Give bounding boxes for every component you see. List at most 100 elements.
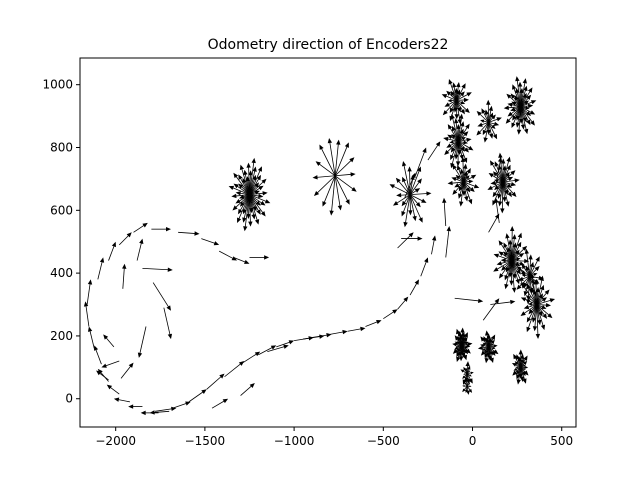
quiver-arrow	[442, 100, 457, 116]
quiver-arrow	[505, 106, 521, 124]
quiver-arrow	[334, 175, 357, 192]
quiver-arrow	[409, 178, 422, 195]
quiver-arrow	[451, 177, 464, 183]
quiver-arrow	[137, 326, 147, 358]
quiver-arrow	[447, 98, 457, 103]
quiver-arrow	[490, 299, 516, 305]
quiver-arrow	[154, 406, 177, 412]
quiver-arrow	[480, 336, 489, 348]
x-tick-label: −1000	[274, 434, 315, 448]
quiver-arrow	[201, 238, 220, 246]
quiver-arrow	[447, 134, 459, 142]
quiver-arrow	[409, 194, 423, 223]
quiver-arrow	[456, 100, 470, 114]
quiver-arrow	[458, 137, 472, 143]
quiver-arrow	[518, 275, 530, 281]
quiver-arrow	[302, 334, 325, 340]
quiver-arrow	[520, 106, 531, 126]
quiver-arrow	[502, 156, 511, 183]
quiver-arrow	[481, 108, 489, 123]
quiver-arrow	[334, 175, 343, 211]
quiver-arrow	[516, 266, 530, 277]
y-tick-label: 0	[65, 392, 73, 406]
quiver-arrow	[322, 175, 336, 207]
x-tick-label: 500	[550, 434, 573, 448]
x-tick-label: −1500	[185, 434, 226, 448]
x-tick-label: 0	[469, 434, 477, 448]
quiver-arrow	[502, 181, 517, 197]
quiver-arrow	[118, 232, 132, 246]
quiver-arrow	[249, 178, 267, 195]
quiver-arrow	[521, 263, 530, 277]
quiver-arrow	[488, 121, 500, 127]
quiver-arrow	[249, 157, 256, 195]
quiver-arrow	[487, 181, 504, 190]
quiver-arrow	[488, 122, 496, 129]
quiver-arrow	[457, 123, 470, 142]
quiver-arrow	[482, 298, 500, 321]
quiver-arrow	[456, 100, 466, 105]
quiver-arrow	[409, 166, 422, 195]
quiver-arrow	[334, 142, 349, 176]
quiver-arrow	[463, 181, 473, 205]
quiver-arrow	[536, 302, 552, 308]
quiver-arrow	[86, 279, 93, 305]
quiver-arrow	[511, 258, 530, 264]
chart-title: Odometry direction of Encoders22	[208, 37, 449, 53]
quiver-arrow	[502, 181, 510, 207]
quiver-arrow	[536, 304, 553, 319]
quiver-arrow	[401, 236, 423, 241]
quiver-arrow	[488, 346, 499, 355]
quiver-arrow	[136, 238, 144, 261]
x-tick-label: −2000	[95, 434, 136, 448]
quiver-arrow	[442, 197, 447, 227]
quiver-arrow	[515, 76, 522, 107]
quiver-arrow	[535, 304, 541, 339]
quiver-arrow	[409, 174, 415, 195]
quiver-arrow	[498, 152, 504, 183]
quiver-arrow	[488, 105, 493, 123]
quiver-arrow	[151, 226, 171, 232]
quiver-arrow	[408, 194, 413, 216]
quiver-arrow	[510, 93, 522, 107]
quiver-arrow	[407, 166, 412, 195]
quiver-arrow	[456, 82, 461, 101]
quiver-arrow	[240, 383, 255, 396]
quiver-arrow	[464, 382, 468, 387]
quiver-arrow	[106, 384, 120, 395]
quiver-arrow	[312, 175, 336, 180]
quiver-arrow	[445, 226, 451, 258]
quiver-arrow	[409, 279, 419, 296]
arrow-field	[83, 76, 556, 416]
quiver-arrow	[452, 164, 464, 183]
quiver-arrow	[218, 250, 238, 261]
quiver-arrow	[249, 194, 266, 206]
quiver-arrow	[488, 117, 502, 123]
quiver-arrow	[457, 141, 468, 164]
quiver-arrow	[128, 404, 143, 409]
quiver-arrow	[497, 181, 504, 207]
quiver-arrow	[96, 370, 109, 381]
quiver-arrow	[456, 100, 465, 115]
quiver-arrow	[520, 304, 537, 316]
quiver-arrow	[142, 267, 173, 272]
quiver-arrow	[446, 90, 457, 101]
quiver-arrow	[492, 181, 504, 206]
quiver-arrow	[410, 191, 432, 196]
quiver-arrow	[294, 336, 314, 342]
quiver-arrow	[511, 232, 522, 261]
quiver-arrow	[450, 141, 459, 169]
quiver-arrow	[101, 360, 120, 368]
quiver-arrow	[520, 78, 527, 107]
quiver-arrow	[238, 174, 250, 195]
quiver-arrow	[392, 194, 411, 206]
quiver-arrow	[149, 410, 170, 415]
quiver-arrow	[506, 93, 521, 107]
quiver-arrow	[494, 161, 504, 183]
quiver-arrow	[133, 222, 148, 233]
y-tick-label: 400	[50, 266, 73, 280]
quiver-arrow	[528, 276, 534, 294]
quiver-arrow	[315, 161, 336, 177]
quiver-arrow	[409, 188, 421, 195]
